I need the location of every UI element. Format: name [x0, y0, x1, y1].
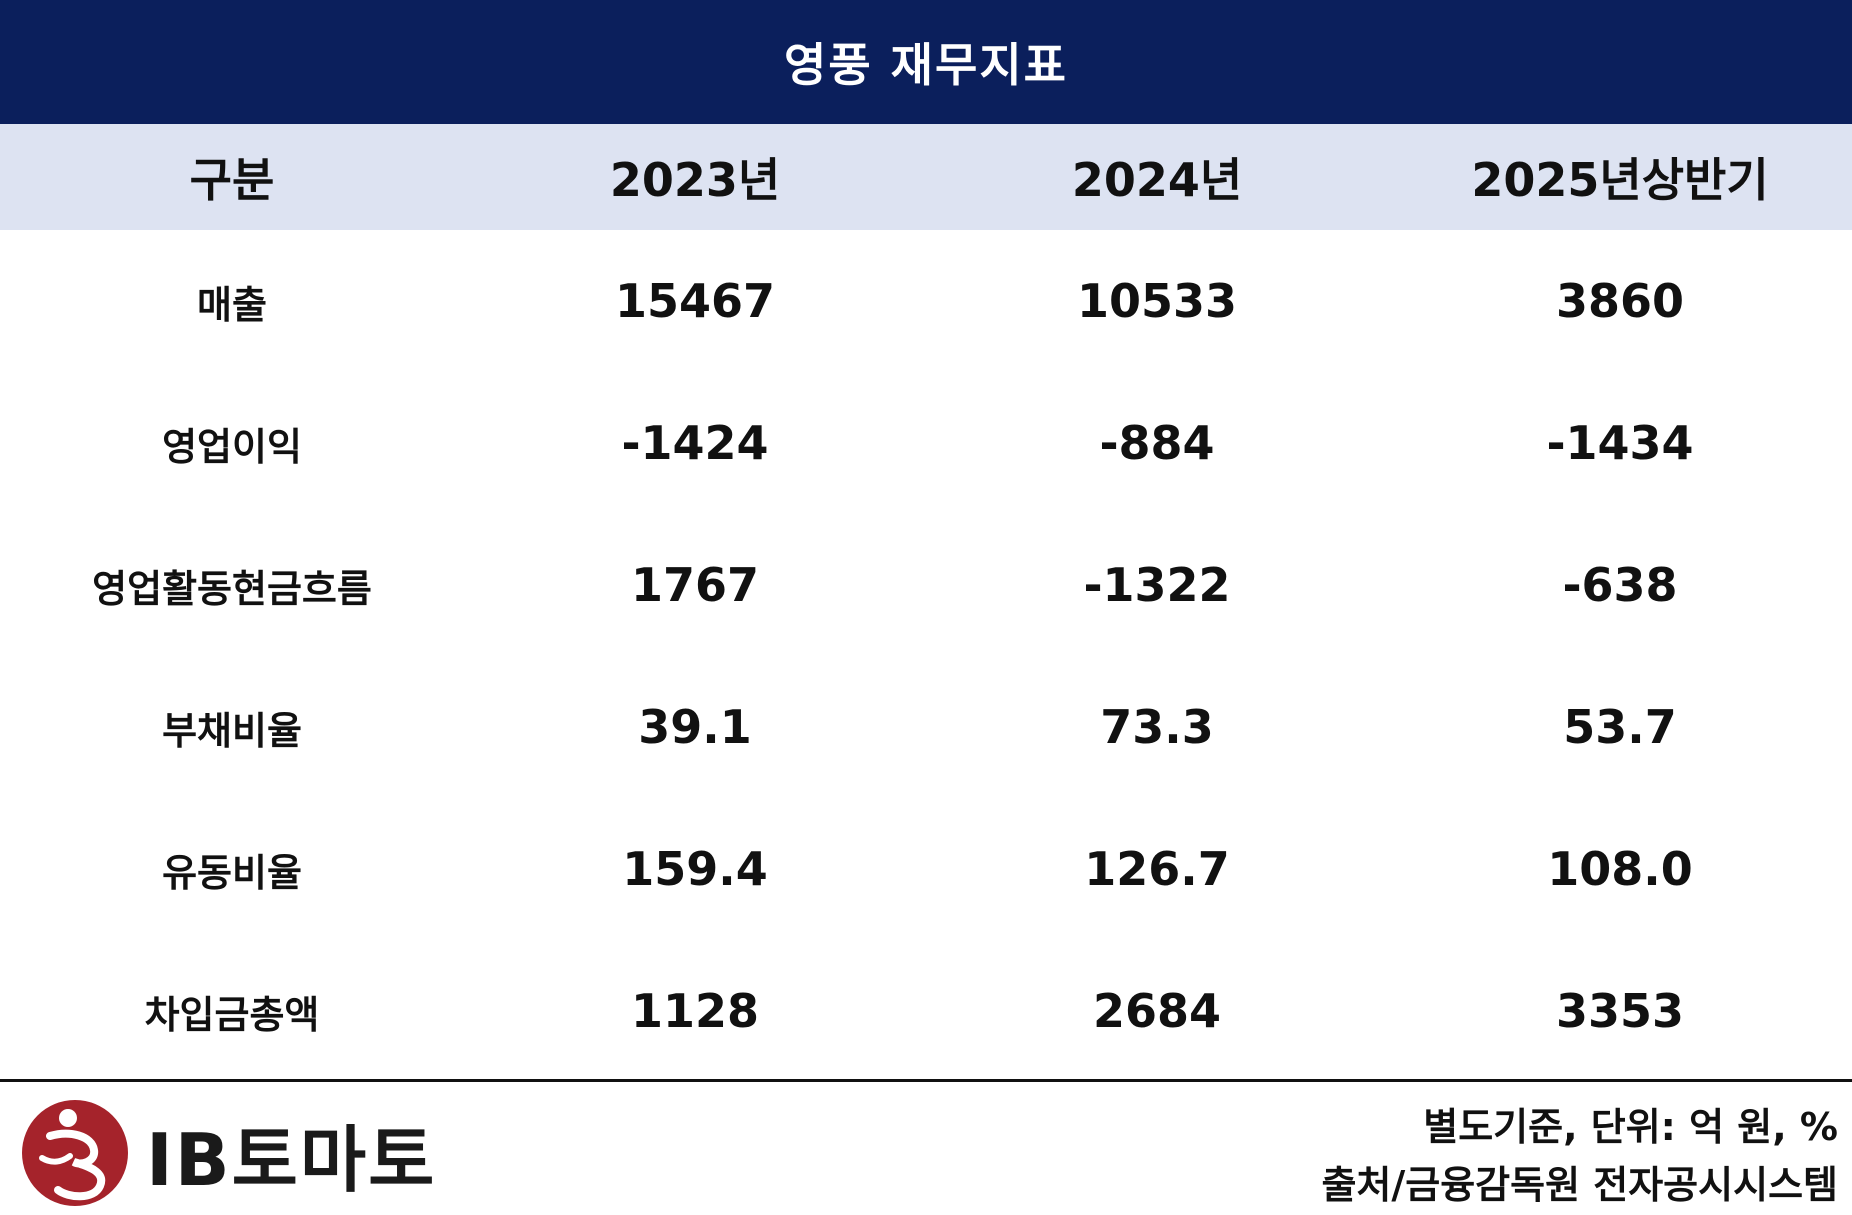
row-label: 매출: [197, 282, 267, 327]
row-label: 차입금총액: [144, 992, 320, 1037]
row-label: 유동비율: [162, 850, 302, 895]
ib-tomato-logo-text: IB토마토: [146, 1117, 437, 1202]
table-body: 매출 15467 10533 3860 영업이익 -1424 -884 -143…: [0, 230, 1852, 1082]
row-label: 부채비율: [162, 708, 302, 753]
footer-divider: [0, 1079, 1852, 1082]
cell-value: 1128: [630, 984, 760, 1038]
footer: IB토마토 별도기준, 단위: 억 원, % 출처/금융감독원 전자공시시스템: [0, 1082, 1852, 1215]
cell-value: -638: [1562, 558, 1678, 612]
header-category: 구분: [189, 153, 275, 207]
table-row-current-ratio: 유동비율 159.4 126.7 108.0: [0, 798, 1852, 940]
cell-value: 159.4: [622, 842, 768, 896]
header-2024: 2024년: [1071, 153, 1243, 207]
table-title: 영풍 재무지표: [0, 0, 1852, 124]
basis-note: 별도기준, 단위: 억 원, %: [1423, 1105, 1838, 1149]
cell-value: -1424: [621, 416, 769, 470]
cell-value: -1434: [1546, 416, 1694, 470]
table-row-operating-cash-flow: 영업활동현금흐름 1767 -1322 -638: [0, 514, 1852, 656]
cell-value: 53.7: [1563, 700, 1677, 754]
ib-tomato-logo-icon: [22, 1100, 128, 1206]
cell-value: 15467: [614, 274, 776, 328]
cell-value: 1767: [630, 558, 760, 612]
cell-value: 3353: [1555, 984, 1685, 1038]
table-row-revenue: 매출 15467 10533 3860: [0, 230, 1852, 372]
table-row-debt-ratio: 부채비율 39.1 73.3 53.7: [0, 656, 1852, 798]
header-2023: 2023년: [609, 153, 781, 207]
source-note: 출처/금융감독원 전자공시시스템: [1321, 1163, 1838, 1207]
cell-value: 108.0: [1547, 842, 1693, 896]
row-label: 영업활동현금흐름: [92, 566, 372, 611]
footer-notes: 별도기준, 단위: 억 원, % 출처/금융감독원 전자공시시스템: [1321, 1098, 1838, 1214]
row-label: 영업이익: [162, 424, 302, 469]
cell-value: 3860: [1555, 274, 1685, 328]
cell-value: 39.1: [638, 700, 752, 754]
ib-tomato-logo: IB토마토: [22, 1100, 436, 1206]
table-row-operating-profit: 영업이익 -1424 -884 -1434: [0, 372, 1852, 514]
header-2025-h1: 2025년상반기: [1471, 153, 1769, 207]
table-row-total-borrowings: 차입금총액 1128 2684 3353: [0, 940, 1852, 1082]
cell-value: 10533: [1076, 274, 1238, 328]
cell-value: -1322: [1083, 558, 1231, 612]
cell-value: 126.7: [1084, 842, 1230, 896]
cell-value: 2684: [1092, 984, 1222, 1038]
cell-value: 73.3: [1100, 700, 1214, 754]
cell-value: -884: [1099, 416, 1215, 470]
table-header-row: 구분 2023년 2024년 2025년상반기: [0, 124, 1852, 230]
